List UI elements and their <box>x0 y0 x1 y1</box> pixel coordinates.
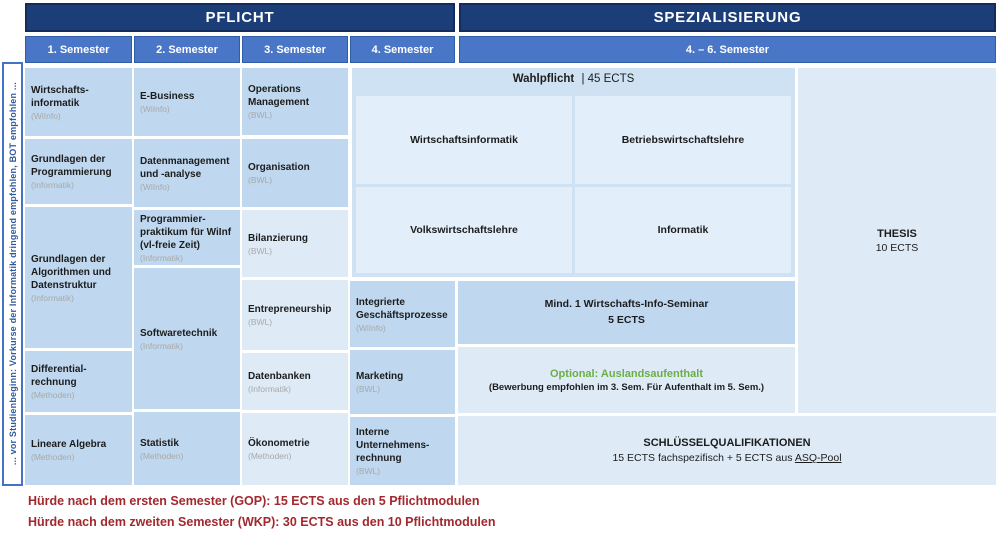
semester-header-4-6: 4. – 6. Semester <box>459 36 996 63</box>
module-title: Ökonometrie <box>248 438 310 449</box>
pre-study-note-bar: ... vor Studienbeginn: Vorkurse der Info… <box>2 62 23 486</box>
huerde-wkp-note: Hürde nach dem zweiten Semester (WKP): 3… <box>28 515 496 529</box>
module-title: Differential- rechnung <box>31 364 87 388</box>
module-cell-wirtschaftsinformatik: Wirtschafts- informatik (WiInfo) <box>25 68 132 136</box>
module-cell-oekonometrie: Ökonometrie (Methoden) <box>242 413 348 485</box>
thesis-cell: THESIS 10 ECTS <box>798 68 996 413</box>
module-category: (Informatik) <box>31 292 74 303</box>
module-title: Softwaretechnik <box>140 327 218 339</box>
module-cell-lineare-algebra: Lineare Algebra (Methoden) <box>25 415 132 485</box>
thesis-title: THESIS <box>877 227 917 240</box>
module-cell-entrepreneurship: Entrepreneurship (BWL) <box>242 280 348 350</box>
module-cell-organisation: Organisation (BWL) <box>242 139 348 207</box>
auslandsaufenthalt-note: (Bewerbung empfohlen im 3. Sem. Für Aufe… <box>488 381 765 393</box>
module-cell-operations-management: Operations Management (BWL) <box>242 68 348 135</box>
schluesselqualifikationen-detail-text: 15 ECTS fachspezifisch + 5 ECTS aus <box>612 452 795 464</box>
asq-pool-link[interactable]: ASQ-Pool <box>794 452 842 464</box>
module-title: Interne Unternehmens- rechnung <box>356 427 430 464</box>
wahlpflicht-title: Wahlpflicht | 45 ECTS <box>352 73 795 85</box>
module-title: Wirtschafts- informatik <box>31 84 89 109</box>
module-title: Entrepreneurship <box>248 304 332 315</box>
module-title: Operations Management <box>248 84 310 108</box>
semester-header-4: 4. Semester <box>350 36 455 63</box>
module-category: (BWL) <box>356 384 381 394</box>
seminar-cell: Mind. 1 Wirtschafts-Info-Seminar 5 ECTS <box>458 281 795 344</box>
module-cell-marketing: Marketing (BWL) <box>350 350 455 414</box>
header-pflicht: PFLICHT <box>25 3 455 32</box>
module-title: Statistik <box>140 437 179 449</box>
schluesselqualifikationen-title: SCHLÜSSELQUALIFIKATIONEN <box>643 437 811 449</box>
module-category: (Methoden) <box>31 390 75 400</box>
module-title: Grundlagen der Algorithmen und Datenstru… <box>31 253 111 291</box>
module-title: Integrierte Geschäftsprozesse <box>356 296 448 321</box>
wahlpflicht-title-ects: | 45 ECTS <box>581 73 635 85</box>
module-category: (BWL) <box>248 110 273 120</box>
wahlpflicht-area-informatik: Informatik <box>575 187 791 273</box>
module-category: (BWL) <box>248 175 273 185</box>
wahlpflicht-block: Wahlpflicht | 45 ECTS Wirtschaftsinforma… <box>352 68 795 277</box>
module-cell-datenbanken: Datenbanken (Informatik) <box>242 353 348 410</box>
module-cell-grundlagen-programmierung: Grundlagen der Programmierung (Informati… <box>25 139 132 204</box>
module-title: E-Business <box>140 91 195 102</box>
module-cell-algorithmen-datenstruktur: Grundlagen der Algorithmen und Datenstru… <box>25 207 132 348</box>
module-cell-bilanzierung: Bilanzierung (BWL) <box>242 210 348 277</box>
module-cell-softwaretechnik: Softwaretechnik (Informatik) <box>134 268 240 409</box>
module-category: (WiInfo) <box>140 181 170 192</box>
module-category: (BWL) <box>248 245 273 256</box>
module-title: Bilanzierung <box>248 232 309 244</box>
module-cell-interne-unternehmensrechnung: Interne Unternehmens- rechnung (BWL) <box>350 417 455 485</box>
module-cell-e-business: E-Business (WiInfo) <box>134 68 240 136</box>
module-title: Datenmanagement und -analyse <box>140 155 230 180</box>
module-title: Datenbanken <box>248 370 311 382</box>
header-spezialisierung: SPEZIALISIERUNG <box>459 3 996 32</box>
seminar-title: Mind. 1 Wirtschafts-Info-Seminar <box>544 297 709 310</box>
module-category: (BWL) <box>248 317 273 327</box>
module-category: (BWL) <box>356 466 381 476</box>
semester-header-1: 1. Semester <box>25 36 132 63</box>
module-category: (Informatik) <box>140 252 183 263</box>
module-title: Organisation <box>248 162 310 173</box>
module-title: Programmier- praktikum für WiInf (vl-fre… <box>140 213 232 251</box>
schluesselqualifikationen-detail: 15 ECTS fachspezifisch + 5 ECTS aus ASQ-… <box>612 452 841 464</box>
module-category: (WiInfo) <box>356 322 386 333</box>
pre-study-note-text: ... vor Studienbeginn: Vorkurse der Info… <box>7 82 18 466</box>
wahlpflicht-area-betriebswirtschaftslehre: Betriebswirtschaftslehre <box>575 96 791 184</box>
wahlpflicht-title-label: Wahlpflicht <box>512 73 575 85</box>
module-cell-statistik: Statistik (Methoden) <box>134 412 240 485</box>
auslandsaufenthalt-title: Optional: Auslandsaufenthalt <box>550 367 703 380</box>
module-category: (Methoden) <box>140 450 184 461</box>
auslandsaufenthalt-cell: Optional: Auslandsaufenthalt (Bewerbung … <box>458 347 795 413</box>
module-category: (WiInfo) <box>140 104 170 114</box>
thesis-ects: 10 ECTS <box>875 241 919 254</box>
module-category: (Methoden) <box>248 451 292 461</box>
huerde-gop-note: Hürde nach dem ersten Semester (GOP): 15… <box>28 494 480 508</box>
semester-header-3: 3. Semester <box>242 36 348 63</box>
module-cell-datenmanagement: Datenmanagement und -analyse (WiInfo) <box>134 139 240 207</box>
seminar-ects: 5 ECTS <box>608 313 645 326</box>
module-title: Marketing <box>356 371 404 382</box>
semester-header-2: 2. Semester <box>134 36 240 63</box>
module-category: (Informatik) <box>140 340 183 351</box>
wahlpflicht-area-wirtschaftsinformatik: Wirtschaftsinformatik <box>356 96 572 184</box>
wahlpflicht-area-volkswirtschaftslehre: Volkswirtschaftslehre <box>356 187 572 273</box>
huerden-notes: Hürde nach dem ersten Semester (GOP): 15… <box>28 491 495 533</box>
module-category: (Informatik) <box>248 383 291 394</box>
module-cell-programmierpraktikum: Programmier- praktikum für WiInf (vl-fre… <box>134 210 240 265</box>
module-cell-differentialrechnung: Differential- rechnung (Methoden) <box>25 351 132 412</box>
module-cell-integrierte-geschaeftsprozesse: Integrierte Geschäftsprozesse (WiInfo) <box>350 281 455 347</box>
module-title: Grundlagen der Programmierung <box>31 154 112 178</box>
schluesselqualifikationen-cell: SCHLÜSSELQUALIFIKATIONEN 15 ECTS fachspe… <box>458 416 996 485</box>
module-category: (Methoden) <box>31 452 75 462</box>
module-category: (WiInfo) <box>31 110 61 121</box>
module-title: Lineare Algebra <box>31 439 107 450</box>
module-category: (Informatik) <box>31 180 74 190</box>
